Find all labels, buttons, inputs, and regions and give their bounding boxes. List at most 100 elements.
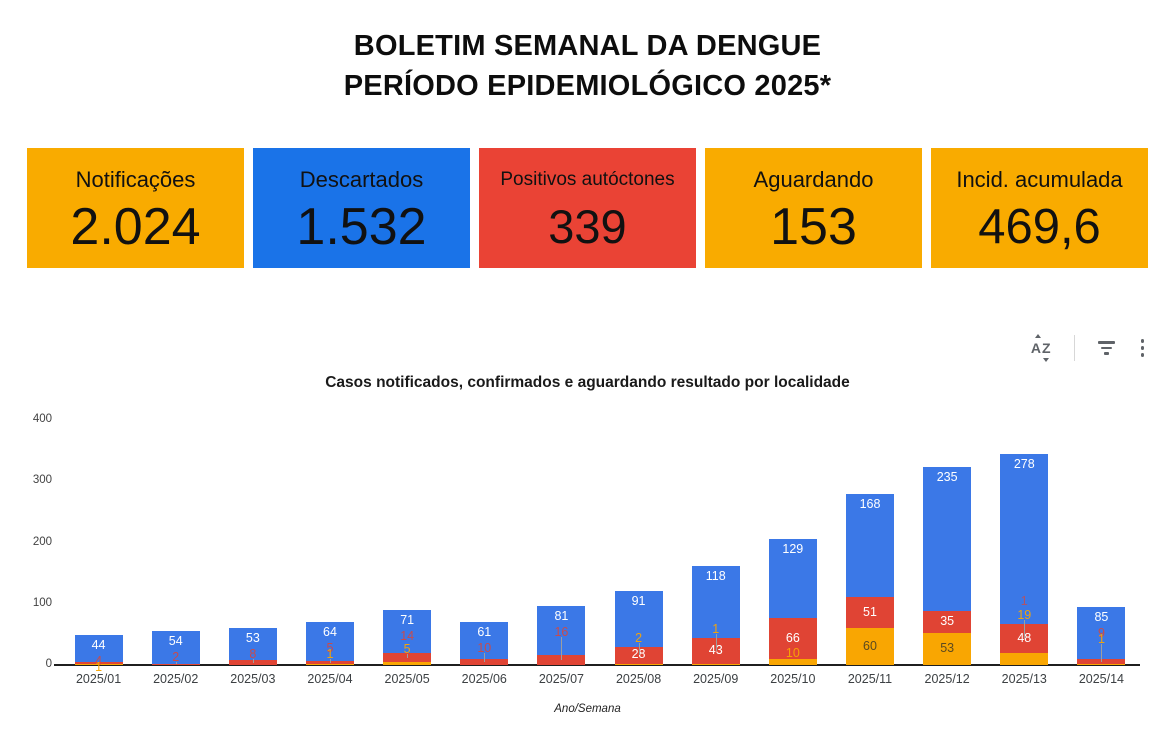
x-axis-title: Ano/Semana (554, 703, 621, 715)
bar-value-label: 8 (249, 646, 257, 661)
more-options-icon[interactable] (1138, 336, 1148, 360)
label-leader-line (175, 661, 177, 665)
bar-2025-14: 85 9 1 (1077, 420, 1126, 665)
bar-value-label: 60 (863, 638, 877, 653)
bar-value-label: 1 (712, 622, 720, 637)
x-axis-line (54, 664, 1140, 666)
bar-2025-01: 44 4 1 (74, 420, 123, 674)
bar-value-label: 35 (940, 613, 955, 628)
segment-aguardando (74, 664, 123, 665)
y-tick-label: 100 (32, 596, 52, 609)
bar-value-label: 1 (95, 659, 103, 674)
kpi-card-label: Descartados (299, 167, 424, 192)
kpi-card-value: 469,6 (978, 200, 1101, 254)
chart-plot[interactable]: 44 4 1 2025/01 54 2 2025/02 53 8 2025/03 64 5 1 2025/… (54, 420, 1140, 686)
bar-value-label: 168 (859, 497, 881, 512)
x-tick-label: 2025/13 (1001, 672, 1047, 686)
chart-title: Casos notificados, confirmados e aguarda… (325, 374, 850, 391)
kpi-card-label: Positivos autóctones (500, 169, 675, 190)
bar-value-label: 5 (403, 641, 411, 656)
label-leader-line (715, 634, 717, 652)
kpi-card-notifica-es: Notificações 2.024 (27, 148, 244, 268)
kpi-card-value: 2.024 (70, 198, 201, 256)
segment-aguardando (383, 661, 432, 665)
bar-value-label: 278 (1013, 456, 1035, 471)
segment-positivos (1077, 658, 1126, 665)
bar-value-label: 4 (95, 653, 103, 668)
y-tick-label: 0 (45, 658, 52, 670)
bar-value-label: 44 (91, 637, 106, 652)
x-tick-label: 2025/04 (307, 672, 353, 686)
y-tick-label: 200 (32, 535, 52, 548)
label-leader-line (484, 652, 486, 662)
bar-2025-03: 53 8 (228, 420, 277, 665)
y-tick-label: 400 (32, 413, 52, 425)
bar-value-label: 129 (782, 542, 804, 557)
bar-value-label: 1 (1097, 631, 1105, 646)
segment-descartados (306, 622, 354, 662)
sort-az-icon[interactable]: AZ (1029, 334, 1054, 362)
label-leader-line (1024, 619, 1026, 639)
bar-2025-10: 129 66 10 (768, 420, 817, 665)
label-leader-line (1101, 643, 1103, 662)
page-title: BOLETIM SEMANAL DA DENGUE PERÍODO EPIDEM… (0, 26, 1175, 106)
bar-value-label: 2 (635, 630, 643, 645)
chart-y-axis: 0 100 200 300 400 (14, 413, 52, 670)
segment-aguardando (768, 658, 817, 665)
kpi-card-value: 339 (548, 200, 627, 253)
bar-value-label: 9 (1097, 625, 1105, 640)
bar-value-label: 2 (172, 649, 180, 664)
segment-positivos (383, 653, 432, 662)
bar-2025-02: 54 2 (151, 420, 200, 665)
bar-value-label: 10 (785, 645, 800, 660)
bar-value-label: 19 (1017, 607, 1032, 622)
x-tick-label: 2025/06 (461, 672, 507, 686)
label-leader-line (561, 636, 563, 661)
bar-value-label: 5 (326, 641, 334, 656)
segment-aguardando (846, 628, 894, 665)
segment-positivos (846, 597, 894, 629)
segment-descartados (151, 630, 200, 664)
segment-descartados (846, 494, 894, 598)
bar-value-label: 53 (940, 640, 955, 655)
bar-value-label: 64 (323, 625, 337, 640)
x-tick-label: 2025/08 (615, 672, 662, 686)
toolbar-divider (1073, 335, 1075, 361)
x-tick-label: 2025/02 (153, 672, 199, 686)
x-tick-label: 2025/07 (538, 672, 584, 686)
y-tick-label: 300 (32, 474, 52, 487)
label-leader-line (638, 642, 640, 656)
segment-positivos (306, 661, 354, 665)
x-tick-label: 2025/10 (770, 672, 816, 686)
kpi-card-value: 1.532 (296, 198, 427, 256)
bar-2025-13: 27848191 (1000, 420, 1049, 665)
bar-2025-06: 61 10 (460, 420, 509, 665)
segment-descartados (383, 609, 432, 654)
bar-2025-11: 168 51 60 (846, 420, 894, 665)
segment-aguardando (306, 664, 354, 665)
kpi-card-positivos-aut-ctones: Positivos autóctones 339 (479, 148, 696, 268)
x-tick-label: 2025/01 (75, 672, 122, 686)
segment-descartados (1000, 453, 1049, 624)
x-tick-label: 2025/11 (847, 672, 893, 686)
bar-2025-09: 118431 (691, 420, 740, 665)
label-leader-line (407, 653, 409, 658)
kpi-card-value: 153 (770, 198, 857, 256)
bar-value-label: 53 (245, 630, 260, 645)
segment-positivos (151, 663, 200, 665)
filter-icon[interactable] (1095, 338, 1118, 358)
segment-descartados (74, 635, 123, 662)
segment-aguardando (923, 632, 972, 665)
segment-positivos (537, 655, 586, 665)
label-leader-line (330, 659, 331, 663)
chart-toolbar: AZ (1029, 334, 1147, 362)
x-tick-label: 2025/14 (1078, 672, 1124, 686)
bar-value-label: 66 (785, 630, 800, 645)
bar-2025-12: 235 35 53 (923, 420, 972, 665)
segment-positivos (74, 661, 123, 665)
kpi-card-descartados: Descartados 1.532 (253, 148, 470, 268)
bar-value-label: 10 (477, 640, 492, 655)
bar-value-label: 1 (1020, 593, 1028, 608)
segment-positivos (923, 611, 972, 633)
